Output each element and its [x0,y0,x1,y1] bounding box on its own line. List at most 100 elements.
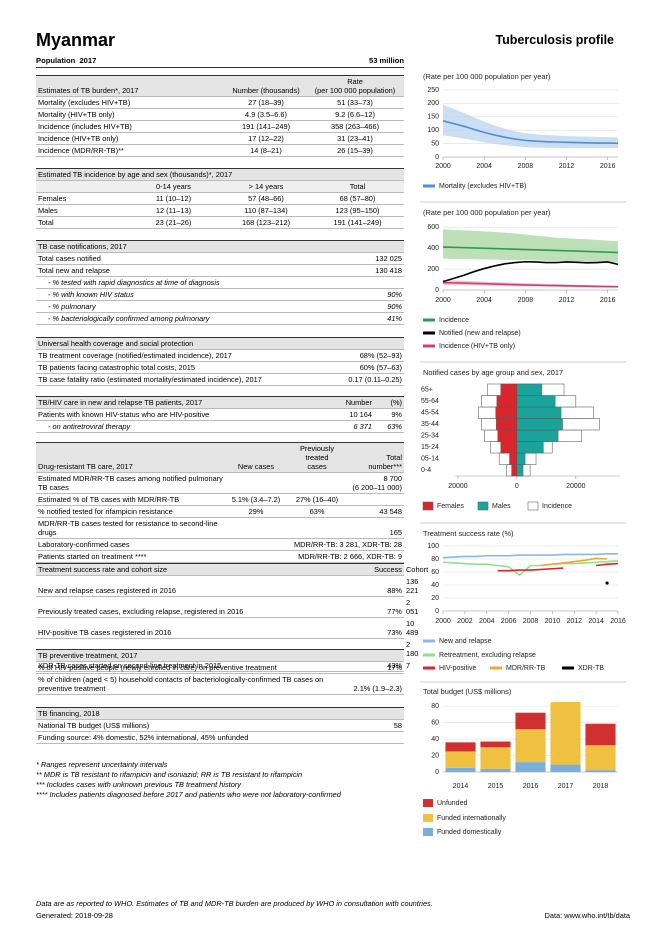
cell: 27% (16–40) [286,493,348,506]
male-bar [516,452,526,465]
female-bar [496,418,518,431]
row-label: Estimated MDR/RR-TB cases among notified… [36,472,226,494]
series-line [442,260,619,283]
y-tick-label: 250 [427,87,439,94]
cell: 90% [336,288,404,301]
table-section: TB case notifications, 2017 Total cases n… [36,240,404,325]
table-section: Drug-resistant TB care, 2017 New cases Pre… [36,442,404,563]
row-label: TB case notifications, 2017 [36,240,404,253]
bar-segment [445,751,476,768]
table-row: MDR/RR-TB cases tested for resistance to… [36,517,404,539]
y-tick-label: 50 [431,140,439,147]
cell: New cases [226,442,286,473]
table-row: Total cases notified 132 025 [36,252,404,265]
row-label: Total new and relapse [36,264,336,277]
x-tick-label: 2004 [476,163,492,170]
cell: Total [311,180,405,193]
table: TB case notifications, 2017 Total cases n… [36,240,404,325]
table-row: Incidence (MDR/RR-TB)** 14 (8–21) 26 (15–3… [36,144,404,157]
row-label [36,180,126,193]
legend-label: Mortality (excludes HIV+TB) [439,183,526,190]
cell: 165 [348,517,404,539]
row-label: Males [36,204,126,217]
y-tick-label: 100 [427,127,439,134]
row-label: - % pulmonary [36,300,336,313]
row-label: TB financing, 2018 [36,707,405,720]
table: Estimates of TB burden*, 2017 Number (tho… [36,75,404,157]
cell: Previously treated cases [286,442,348,473]
table-section: TB/HIV care in new and relapse TB patien… [36,396,404,433]
cell: 9.2 (6.6–12) [306,108,404,121]
row-label: Total cases notified [36,252,336,265]
chart-title: Notified cases by age group and sex, 201… [423,368,563,377]
row-label: Drug-resistant TB care, 2017 [36,442,226,473]
table-row: Patients started on treatment **** MDR/RR… [36,550,404,563]
bar-segment [480,768,511,772]
table-section: Estimated TB incidence by age and sex (t… [36,168,405,229]
cell: 358 (263–466) [306,120,404,133]
table-row: % of HIV-positive people (newly enrolled… [36,661,405,674]
legend-swatch [477,501,489,511]
chart-title: Total budget (US$ millions) [423,687,511,696]
cell [226,472,286,494]
row-label: TB treatment coverage (notified/estimate… [36,349,336,362]
cell: 130 418 [336,264,404,277]
series-line [442,281,619,288]
data-source: Data: www.who.int/tb/data [544,911,630,920]
row-label: Funding source: 4% domestic, 52% interna… [36,731,405,744]
bar-segment [585,745,616,771]
series-line [497,562,619,572]
legend-label: MDR/RR-TB [506,665,546,672]
y-tick-label: 40 [431,582,439,589]
x-tick-label: 2006 [501,618,517,625]
x-tick-label: 2018 [593,783,609,790]
footnote: ** MDR is TB resistant to rifampicin and… [36,770,303,779]
legend-label: XDR-TB [578,665,604,672]
x-tick-label: 2016 [610,618,626,625]
row-label: Incidence (HIV+TB only) [36,132,226,145]
row-label: TB preventive treatment, 2017 [36,649,405,662]
female-bar [495,406,518,419]
legend-swatch [423,828,433,836]
cell [286,472,348,494]
x-tick-label: 2012 [559,163,575,170]
legend-swatch [423,814,433,822]
legend-label: Retreatment, excluding relapse [439,652,536,659]
bar-segment [585,770,616,772]
x-tick-label: 2016 [523,783,539,790]
table-row: - on antiretroviral therapy 6 371 63% [36,420,404,433]
table-row: Previously treated cases, excluding rela… [36,596,419,618]
table-row: 0-14 years > 14 years Total [36,180,405,193]
table-section: TB preventive treatment, 2017% of HIV-po… [36,649,405,695]
header-row: TB/HIV care in new and relapse TB patien… [36,396,404,409]
legend-swatch [422,501,434,511]
cell: 10 164 [326,408,374,421]
table-section: Universal health coverage and social pro… [36,337,405,386]
table-row: - % pulmonary 90% [36,300,404,313]
legend-label: New and relapse [439,638,492,645]
cell: 51 (33–73) [306,96,404,109]
table-row: - % with known HIV status 90% [36,288,404,301]
row-label: % of children (aged < 5) household conta… [36,673,336,695]
cell: 12 (11–13) [126,204,221,217]
table-row: Total new and relapse 130 418 [36,264,404,277]
cell: 5.1% (3.4–7.2) [226,493,286,506]
bar-segment [515,729,546,763]
y-tick-label: 20 [431,752,439,759]
header-row: TB financing, 2018 [36,707,405,720]
table-row: Incidence (includes HIV+TB) 191 (141–249)… [36,120,404,133]
cell: 191 (141–249) [226,120,306,133]
y-tick-label: 40 [431,736,439,743]
table-row: Males 12 (11–13) 110 (87–134) 123 (95–150) [36,204,405,217]
cell: 11 (10–12) [126,192,221,205]
x-tick-label: 2016 [600,163,616,170]
x-tick-label: 2016 [600,297,616,304]
row-label: Estimated % of TB cases with MDR/RR-TB [36,493,226,506]
x-tick-label: 2008 [518,297,534,304]
cell: 8 700 (6 200–11 000) [348,472,404,494]
footnote: * Ranges represent uncertainty intervals [36,760,168,769]
legend-label: Females [437,503,464,510]
cell: Rate (per 100 000 population) [306,75,404,97]
cell: 9% [374,408,404,421]
male-bar [516,383,543,396]
